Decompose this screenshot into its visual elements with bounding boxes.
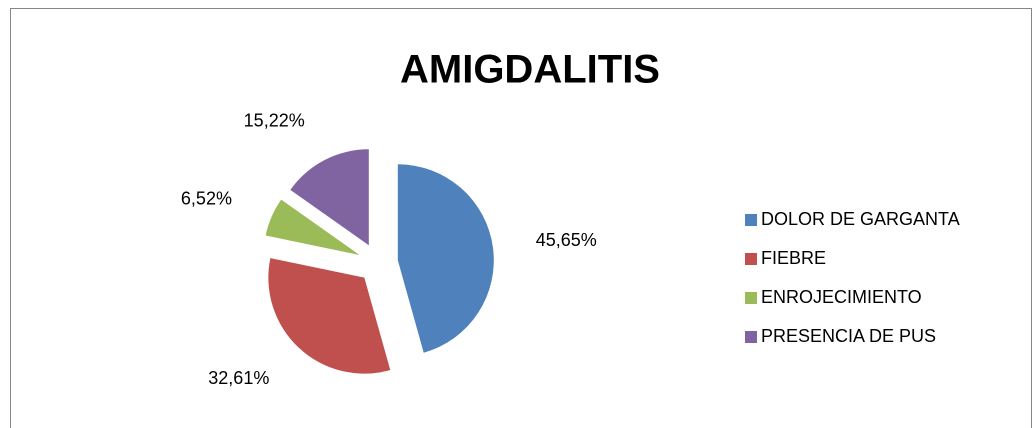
data-label: 45,65% xyxy=(536,230,597,250)
pie-slice xyxy=(397,164,494,353)
pie-slice xyxy=(265,199,360,256)
legend-label: PRESENCIA DE PUS xyxy=(761,326,936,346)
data-label: 6,52% xyxy=(181,188,232,208)
legend-swatch xyxy=(745,214,757,226)
chart-frame xyxy=(10,8,1032,428)
legend-label: DOLOR DE GARGANTA xyxy=(761,209,960,229)
legend-swatch xyxy=(745,253,757,265)
legend-label: ENROJECIMIENTO xyxy=(761,287,922,307)
legend-swatch xyxy=(745,292,757,304)
pie-slice xyxy=(290,149,369,246)
chart-title: AMIGDALITIS xyxy=(400,48,660,92)
data-label: 15,22% xyxy=(244,110,305,130)
legend-label: FIEBRE xyxy=(761,248,826,268)
data-label: 32,61% xyxy=(208,368,269,388)
legend-swatch xyxy=(745,331,757,343)
pie-slice xyxy=(268,258,391,374)
